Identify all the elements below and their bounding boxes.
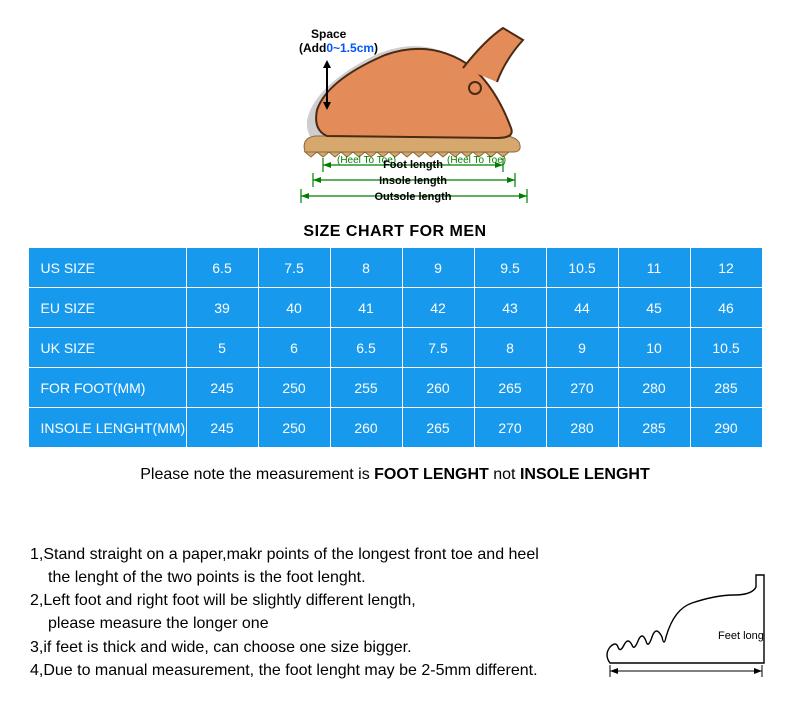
cell: 8 [474,328,546,368]
note-strong-foot: FOOT LENGHT [374,466,489,483]
table-row: UK SIZE566.57.5891010.5 [28,328,762,368]
cell: 45 [618,288,690,328]
cell: 46 [690,288,762,328]
cell: 8 [330,248,402,288]
instructions-list: 1,Stand straight on a paper,makr points … [30,543,539,682]
note-strong-insole: INSOLE LENGHT [520,466,650,483]
cell: 6 [258,328,330,368]
cell: 12 [690,248,762,288]
cell: 40 [258,288,330,328]
cell: 42 [402,288,474,328]
row-label: FOR FOOT(MM) [28,368,186,408]
feet-long-label: Feet long [718,630,764,642]
heel-to-toe-right: (Heel To Toe) [447,155,506,166]
cell: 9 [546,328,618,368]
foot-measure-diagram: Space (Add0~1.5cm) (Heel To Toe) (Heel T… [0,0,790,215]
space-arrow-head-up [323,60,331,68]
measurement-note: Please note the measurement is FOOT LENG… [0,466,790,484]
instruction-line: 1,Stand straight on a paper,makr points … [30,543,539,566]
cell: 44 [546,288,618,328]
cell: 270 [546,368,618,408]
foot-diagram-svg: Space (Add0~1.5cm) (Heel To Toe) (Heel T… [235,10,555,210]
cell: 6.5 [330,328,402,368]
outsole-length-label: Outsole length [375,191,452,203]
space-label: Space [311,27,347,41]
row-label: US SIZE [28,248,186,288]
cell: 43 [474,288,546,328]
cell: 285 [618,408,690,448]
table-row: US SIZE6.57.5899.510.51112 [28,248,762,288]
cell: 250 [258,408,330,448]
cell: 10.5 [690,328,762,368]
note-mid: not [489,466,520,483]
row-label: INSOLE LENGHT(MM) [28,408,186,448]
cell: 10.5 [546,248,618,288]
table-title: SIZE CHART FOR MEN [0,223,790,241]
cell: 39 [186,288,258,328]
cell: 280 [618,368,690,408]
table-row: EU SIZE3940414243444546 [28,288,762,328]
cell: 245 [186,408,258,448]
cell: 280 [546,408,618,448]
cell: 6.5 [186,248,258,288]
cell: 260 [402,368,474,408]
cell: 5 [186,328,258,368]
cell: 9 [402,248,474,288]
instruction-line: 3,if feet is thick and wide, can choose … [30,636,539,659]
space-add: (Add0~1.5cm) [299,41,378,55]
instruction-line: the lenght of the two points is the foot… [30,566,539,589]
insole-length-label: Insole length [379,175,447,187]
cell: 255 [330,368,402,408]
foot-outline-diagram: Feet long [596,559,766,684]
instruction-line: please measure the longer one [30,612,539,635]
instruction-line: 2,Left foot and right foot will be sligh… [30,589,539,612]
cell: 285 [690,368,762,408]
table-row: FOR FOOT(MM)245250255260265270280285 [28,368,762,408]
cell: 265 [402,408,474,448]
table-row: INSOLE LENGHT(MM)24525026026527028028529… [28,408,762,448]
cell: 7.5 [402,328,474,368]
cell: 265 [474,368,546,408]
size-chart-table: US SIZE6.57.5899.510.51112EU SIZE3940414… [28,247,763,448]
cell: 7.5 [258,248,330,288]
row-label: UK SIZE [28,328,186,368]
cell: 11 [618,248,690,288]
cell: 290 [690,408,762,448]
cell: 9.5 [474,248,546,288]
foot-length-label: Foot length [383,159,443,171]
cell: 270 [474,408,546,448]
cell: 245 [186,368,258,408]
instruction-line: 4,Due to manual measurement, the foot le… [30,659,539,682]
row-label: EU SIZE [28,288,186,328]
cell: 260 [330,408,402,448]
cell: 41 [330,288,402,328]
note-prefix: Please note the measurement is [140,466,374,483]
cell: 10 [618,328,690,368]
cell: 250 [258,368,330,408]
foot-outline-path [607,575,764,663]
